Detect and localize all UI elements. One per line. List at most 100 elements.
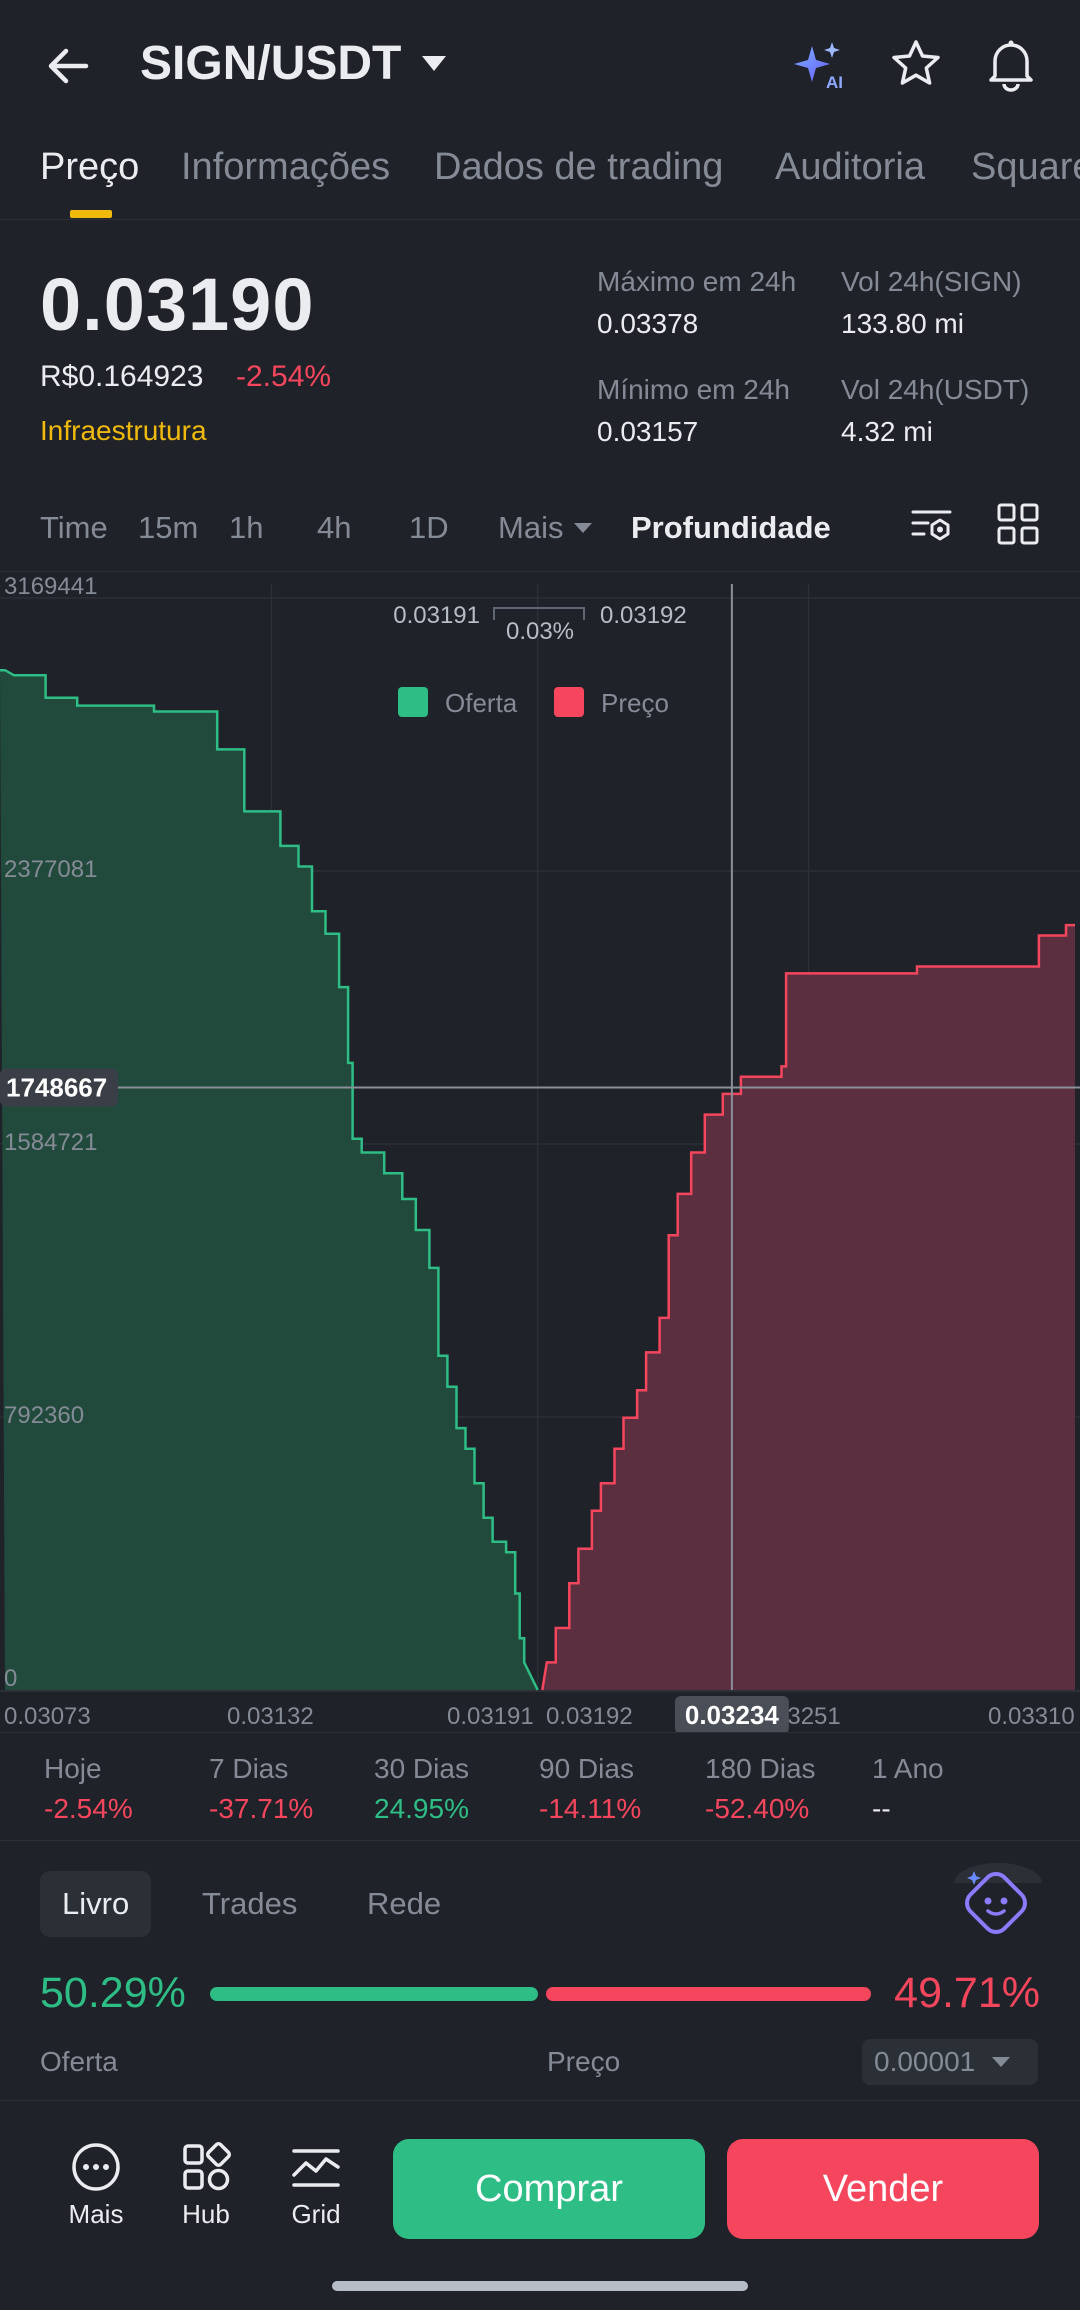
vol-base-label: Vol 24h(SIGN) xyxy=(841,266,1022,297)
perf-label-7d: 7 Dias xyxy=(209,1753,289,1784)
best-bid-label: 0.03191 xyxy=(393,602,480,629)
tab-preco[interactable]: Preço xyxy=(40,146,140,188)
perf-value-7d: -37.71% xyxy=(209,1793,314,1824)
nav-more[interactable]: Mais xyxy=(46,2141,146,2230)
nav-hub-label: Hub xyxy=(182,2199,230,2229)
precision-value: 0.00001 xyxy=(874,2046,976,2077)
pair-selector[interactable]: SIGN/USDT xyxy=(140,36,447,91)
grid-trading-icon xyxy=(292,2149,340,2187)
interval-time[interactable]: Time xyxy=(40,510,108,545)
legend-swatch xyxy=(554,687,584,717)
nav-more-label: Mais xyxy=(68,2199,124,2229)
interval-4h[interactable]: 4h xyxy=(317,510,352,545)
pair-title: SIGN/USDT xyxy=(140,37,402,90)
spread-legend: 0.03191 0.03% 0.03192 Oferta Preço xyxy=(393,602,687,718)
perf-value-30d: 24.95% xyxy=(374,1793,469,1824)
tab-square[interactable]: Square xyxy=(971,146,1080,188)
y-tick-label: 1584721 xyxy=(4,1129,97,1156)
crosshair-y-badge xyxy=(0,1068,118,1107)
layout-grid-icon[interactable] xyxy=(996,502,1040,546)
ai-badge-text: AI xyxy=(826,73,843,92)
interval-more-dropdown[interactable]: Mais xyxy=(498,510,593,546)
spread-bracket xyxy=(493,607,585,620)
low-24h-label: Mínimo em 24h xyxy=(597,374,790,405)
x-tick-label: 0.03310 xyxy=(988,1703,1075,1730)
category-tag[interactable]: Infraestrutura xyxy=(40,415,207,446)
back-arrow-icon[interactable] xyxy=(40,38,96,94)
legend-swatch xyxy=(398,687,428,717)
x-tick-label: 0.03132 xyxy=(227,1703,314,1730)
nav-grid[interactable]: Grid xyxy=(266,2141,366,2230)
y-tick-label: 2377081 xyxy=(4,856,97,883)
y-tick-label: 3169441 xyxy=(4,573,97,600)
nav-grid-label: Grid xyxy=(291,2199,341,2229)
depth-chart[interactable]: 3169441 2377081 1584721 792360 0 0.03073 0.031… xyxy=(0,572,1080,1732)
interval-depth[interactable]: Profundidade xyxy=(631,510,831,545)
crosshair-x-label: 0.03234 xyxy=(685,1700,780,1730)
perf-label-hoje: Hoje xyxy=(44,1753,102,1784)
column-header-bid: Oferta xyxy=(40,2046,118,2077)
star-favorite-icon[interactable] xyxy=(888,36,944,92)
high-24h-value: 0.03378 xyxy=(597,308,699,339)
ask-depth-line xyxy=(541,923,1075,1691)
spread-percent: 0.03% xyxy=(506,618,574,645)
bid-depth-area xyxy=(0,670,538,1690)
bottom-action-bar: Mais Hub Grid Comprar Vender xyxy=(0,2100,1080,2310)
interval-15m[interactable]: 15m xyxy=(138,510,199,545)
perf-label-30d: 30 Dias xyxy=(374,1753,469,1784)
x-tick-label: 0.03073 xyxy=(4,1703,91,1730)
tab-informacoes[interactable]: Informações xyxy=(181,146,391,188)
interval-1d[interactable]: 1D xyxy=(409,510,449,545)
ai-sparkle-icon[interactable]: AI xyxy=(790,36,850,96)
perf-value-1y: -- xyxy=(872,1793,891,1824)
ask-ratio-percent: 49.71% xyxy=(894,1969,1040,2017)
x-tick-label: 0.03191 xyxy=(447,1703,534,1730)
high-24h-label: Máximo em 24h xyxy=(597,266,797,297)
y-tick-label: 0 xyxy=(4,1665,17,1692)
nav-hub[interactable]: Hub xyxy=(156,2141,256,2230)
crosshair-y-label: 1748667 xyxy=(6,1073,107,1103)
axis-labels: 3169441 2377081 1584721 792360 0 0.03073 0.031… xyxy=(0,573,1075,1732)
perf-label-1y: 1 Ano xyxy=(872,1753,944,1784)
buy-button[interactable]: Comprar xyxy=(393,2139,705,2239)
best-ask-label: 0.03192 xyxy=(600,602,687,629)
perf-label-90d: 90 Dias xyxy=(539,1753,634,1784)
top-bar: SIGN/USDT AI xyxy=(0,0,1080,130)
performance-row: Hoje -2.54% 7 Dias -37.71% 30 Dias 24.95… xyxy=(0,1732,1080,1840)
perf-value-90d: -14.11% xyxy=(539,1793,642,1824)
sell-button[interactable]: Vender xyxy=(727,2139,1039,2239)
assistant-bot-icon[interactable] xyxy=(948,1863,1048,1943)
interval-1h[interactable]: 1h xyxy=(229,510,264,545)
vol-quote-value: 4.32 mi xyxy=(841,416,933,447)
legend-label: Preço xyxy=(601,688,669,718)
caret-down-icon xyxy=(992,2057,1011,2067)
column-header-price: Preço xyxy=(547,2046,621,2077)
precision-dropdown[interactable]: 0.00001 xyxy=(862,2039,1038,2085)
interval-more-label: Mais xyxy=(498,510,564,545)
perf-value-hoje: -2.54% xyxy=(44,1793,133,1824)
active-tab-indicator xyxy=(70,210,112,218)
tab-dados-de-trading[interactable]: Dados de trading xyxy=(434,146,724,188)
bid-ratio-bar xyxy=(210,1987,538,2001)
crosshair xyxy=(0,584,1080,1690)
last-price: 0.03190 xyxy=(40,263,315,346)
chart-settings-icon[interactable] xyxy=(910,504,954,548)
main-tabs: Preço Informações Dados de trading Audit… xyxy=(0,140,1080,220)
tab-auditoria[interactable]: Auditoria xyxy=(775,146,925,188)
tab-trades[interactable]: Trades xyxy=(202,1886,298,1921)
perf-label-180d: 180 Dias xyxy=(705,1753,816,1784)
legend-label: Oferta xyxy=(445,688,518,718)
crosshair-x-badge xyxy=(674,1696,789,1732)
ask-ratio-bar xyxy=(546,1987,871,2001)
tab-rede[interactable]: Rede xyxy=(367,1886,442,1921)
order-book-section: Livro Trades Rede 50.29% 49.71% Oferta P… xyxy=(0,1840,1080,2100)
bid-depth-line xyxy=(0,668,539,1691)
low-24h-value: 0.03157 xyxy=(597,416,699,447)
bell-notification-icon[interactable] xyxy=(982,34,1040,94)
hub-shapes-icon xyxy=(183,2141,232,2191)
caret-down-icon xyxy=(574,523,593,533)
more-dots-icon xyxy=(72,2143,120,2191)
vol-quote-label: Vol 24h(USDT) xyxy=(841,374,1030,405)
tab-livro[interactable]: Livro xyxy=(40,1871,152,1937)
vol-base-value: 133.80 mi xyxy=(841,308,964,339)
